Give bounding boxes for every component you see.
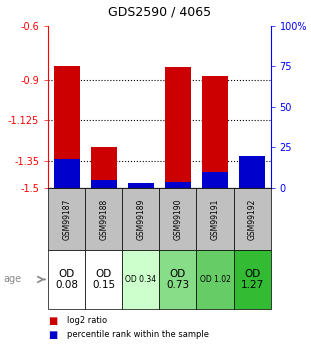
Bar [234,250,271,309]
Bar [165,181,191,188]
Bar [202,76,228,188]
Text: GSM99192: GSM99192 [248,198,257,240]
Text: GSM99190: GSM99190 [174,198,183,240]
Text: OD
0.15: OD 0.15 [92,269,115,290]
Text: log2 ratio: log2 ratio [67,316,107,325]
Text: OD 1.02: OD 1.02 [200,275,230,284]
Bar [91,147,117,188]
Bar [85,188,122,250]
Text: OD
1.27: OD 1.27 [240,269,264,290]
Text: GDS2590 / 4065: GDS2590 / 4065 [108,6,211,19]
Text: percentile rank within the sample: percentile rank within the sample [67,330,209,339]
Bar [159,250,197,309]
Bar [165,67,191,188]
Bar [122,250,159,309]
Bar [91,180,117,188]
Bar [128,183,154,188]
Bar [54,159,80,188]
Text: ■: ■ [48,316,58,326]
Text: ■: ■ [48,330,58,339]
Bar [197,188,234,250]
Text: OD
0.08: OD 0.08 [55,269,78,290]
Text: GSM99187: GSM99187 [62,198,71,240]
Bar [122,188,159,250]
Text: GSM99191: GSM99191 [211,198,220,240]
Text: GSM99189: GSM99189 [136,198,145,240]
Text: GSM99188: GSM99188 [99,198,108,240]
Text: age: age [3,275,21,284]
Bar [85,250,122,309]
Bar [234,188,271,250]
Bar [197,250,234,309]
Bar [239,156,265,188]
Bar [202,172,228,188]
Bar [159,188,197,250]
Text: OD
0.73: OD 0.73 [166,269,189,290]
Text: OD 0.34: OD 0.34 [125,275,156,284]
Bar [48,250,85,309]
Bar [54,66,80,188]
Bar [48,188,85,250]
Bar [239,185,265,188]
